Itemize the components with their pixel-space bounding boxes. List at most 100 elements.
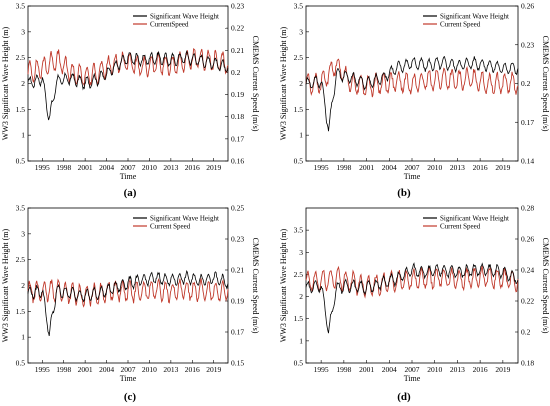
- legend-entry: Current Speed: [150, 223, 191, 231]
- y-right-tick-label: 0.17: [521, 118, 534, 127]
- legend-box: [421, 212, 516, 230]
- series-line-current-speed: [305, 265, 519, 299]
- x-tick-label: 2016: [473, 365, 488, 374]
- y-right-axis-label: CMEMS Current Speed (m/s): [541, 36, 550, 132]
- y-right-tick-label: 0.2: [521, 328, 531, 337]
- y-left-tick-label: 1: [299, 336, 303, 345]
- x-tick-label: 2013: [163, 163, 178, 172]
- y-left-tick-label: 2: [299, 79, 303, 88]
- y-left-axis-label: WW3 Significant Wave Height (m): [279, 26, 288, 140]
- plot-frame: [27, 5, 229, 162]
- y-left-tick-label: 3.5: [16, 204, 26, 213]
- chart-panel-4: 1995 1998 2001 2004 2007 2010 2013 2016 2019 0.5 1…: [279, 204, 550, 404]
- y-left-tick-label: 3.5: [294, 226, 304, 235]
- x-tick-label: 2001: [78, 163, 93, 172]
- series-line-wave-height: [305, 262, 519, 334]
- x-tick-label: 1998: [336, 163, 351, 172]
- y-left-tick-label: 2: [299, 292, 303, 301]
- x-axis-label: Time: [404, 172, 421, 181]
- y-left-tick-label: 1: [21, 333, 25, 342]
- y-right-tick-label: 0.26: [521, 235, 534, 244]
- x-tick-label: 2010: [427, 365, 442, 374]
- y-right-tick-label: 0.17: [231, 328, 244, 337]
- chart-panel-1: 1995 1998 2001 2004 2007 2010 2013 2016 2019 0.5 1…: [1, 2, 260, 200]
- panel-label: (a): [124, 187, 137, 199]
- y-left-tick-label: 0.5: [294, 359, 304, 368]
- y-right-tick-label: 0.24: [521, 266, 534, 275]
- y-left-tick-label: 1.5: [16, 105, 26, 114]
- y-right-tick-label: 0.18: [231, 112, 244, 121]
- y-left-tick-label: 1: [21, 131, 25, 140]
- legend-entry: Current Speed: [440, 21, 481, 29]
- series-line-current-speed: [305, 58, 519, 98]
- x-tick-label: 1995: [35, 163, 50, 172]
- x-tick-label: 2001: [359, 163, 374, 172]
- chart-panel-3: 1995 1998 2001 2004 2007 2010 2013 2016 2019 0.5 1…: [1, 204, 260, 404]
- x-tick-label: 1998: [336, 365, 351, 374]
- y-right-axis-label: CMEMS Current Speed (m/s): [251, 36, 260, 132]
- series-line-wave-height: [27, 270, 229, 336]
- y-right-tick-label: 0.22: [521, 297, 534, 306]
- y-right-tick-label: 0.23: [231, 235, 244, 244]
- y-left-tick-label: 1: [299, 131, 303, 140]
- x-tick-label: 2010: [142, 365, 157, 374]
- y-left-tick-label: 2.5: [16, 255, 26, 264]
- y-right-tick-label: 0.21: [231, 46, 244, 55]
- x-tick-label: 1998: [56, 365, 71, 374]
- x-tick-label: 2004: [382, 163, 397, 172]
- y-right-axis-label: CMEMS Current Speed (m/s): [251, 238, 260, 334]
- legend-entry: Significant Wave Height: [440, 13, 509, 21]
- y-right-tick-label: 0.19: [231, 297, 244, 306]
- y-right-tick-label: 0.19: [231, 90, 244, 99]
- y-left-axis-label: WW3 Significant Wave Height (m): [1, 26, 10, 140]
- series-line-wave-height: [305, 55, 519, 132]
- legend-entry: CurrentSpeed: [150, 21, 189, 29]
- y-right-tick-label: 0.14: [521, 157, 534, 166]
- legend-box: [131, 212, 226, 230]
- y-right-tick-label: 0.23: [521, 40, 534, 49]
- y-left-tick-label: 0.5: [16, 359, 26, 368]
- legend-entry: Current Speed: [440, 223, 481, 231]
- y-left-tick-label: 3: [299, 248, 303, 257]
- y-left-tick-label: 2.5: [294, 53, 304, 62]
- legend-box: [131, 10, 226, 28]
- series-line-current-speed: [27, 278, 229, 308]
- x-axis-label: Time: [404, 374, 421, 383]
- x-tick-label: 2004: [382, 365, 397, 374]
- panel-label: (c): [124, 391, 137, 403]
- y-left-tick-label: 2.5: [16, 53, 26, 62]
- x-tick-label: 2007: [121, 163, 136, 172]
- panel-label: (b): [397, 187, 411, 199]
- x-tick-label: 2010: [427, 163, 442, 172]
- y-right-tick-label: 0.28: [521, 204, 534, 213]
- x-tick-label: 1995: [35, 365, 50, 374]
- y-left-tick-label: 3: [21, 229, 25, 238]
- y-left-tick-label: 3.5: [16, 2, 26, 11]
- y-right-tick-label: 0.23: [231, 2, 244, 11]
- x-tick-label: 2013: [450, 163, 465, 172]
- x-tick-label: 2016: [185, 365, 200, 374]
- x-tick-label: 2004: [99, 365, 114, 374]
- x-tick-label: 2007: [121, 365, 136, 374]
- x-axis-label: Time: [120, 172, 137, 181]
- y-left-tick-label: 0.5: [16, 157, 26, 166]
- y-left-axis-label: WW3 Significant Wave Height (m): [1, 228, 10, 342]
- y-right-tick-label: 0.18: [521, 359, 534, 368]
- x-tick-label: 2016: [473, 163, 488, 172]
- y-left-tick-label: 3.5: [294, 2, 304, 11]
- y-left-tick-label: 0.5: [294, 157, 304, 166]
- y-right-tick-label: 0.2: [521, 79, 531, 88]
- x-tick-label: 2010: [142, 163, 157, 172]
- y-right-tick-label: 0.17: [231, 134, 244, 143]
- legend-entry: Significant Wave Height: [150, 13, 219, 21]
- x-tick-label: 2001: [359, 365, 374, 374]
- x-tick-label: 2001: [78, 365, 93, 374]
- chart-panel-2: 1995 1998 2001 2004 2007 2010 2013 2016 2019 0.5 1…: [279, 2, 550, 200]
- series-line-wave-height: [27, 50, 229, 121]
- x-tick-label: 2016: [185, 163, 200, 172]
